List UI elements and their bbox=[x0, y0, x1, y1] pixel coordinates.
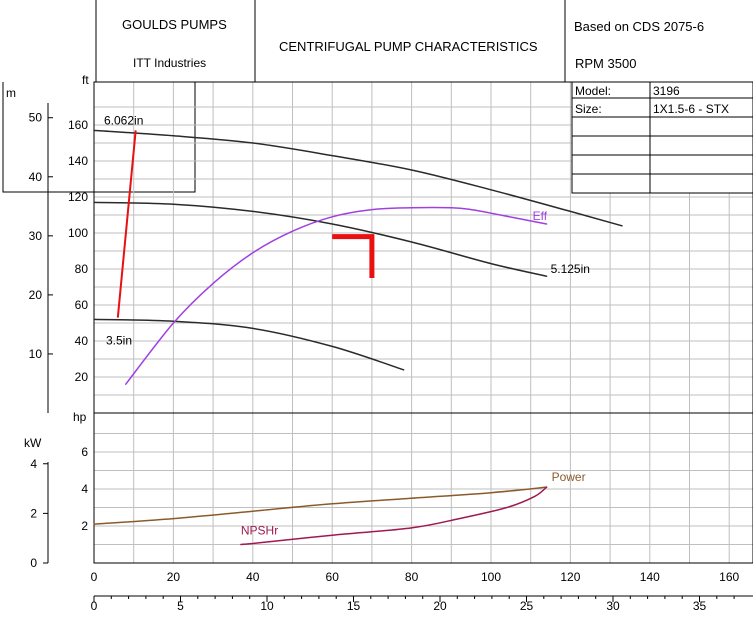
ft-tick-label: 20 bbox=[75, 370, 89, 384]
kw-tick-label: 0 bbox=[30, 556, 37, 570]
head-curve-6062in bbox=[93, 129, 623, 227]
power-curve bbox=[93, 486, 548, 525]
gpm-tick-label: 80 bbox=[405, 570, 419, 584]
ft-tick-label: 140 bbox=[68, 154, 88, 168]
npshr-curve-label: NPSHr bbox=[241, 524, 278, 538]
m3h-tick-label: 0 bbox=[91, 599, 98, 613]
efficiency-curve bbox=[125, 206, 548, 385]
hp-tick-label: 6 bbox=[81, 445, 88, 459]
ft-tick-label: 160 bbox=[68, 118, 88, 132]
m-tick-label: 20 bbox=[29, 288, 43, 302]
ft-axis-label: ft bbox=[82, 73, 89, 87]
gpm-tick-label: 60 bbox=[326, 570, 340, 584]
gpm-tick-label: 100 bbox=[481, 570, 501, 584]
size-value: 1X1.5-6 - STX bbox=[653, 102, 729, 116]
model-label: Model: bbox=[575, 84, 611, 98]
hp-axis-label: hp bbox=[73, 410, 87, 424]
head-curve-5125in bbox=[93, 201, 548, 277]
head-curve-35in bbox=[93, 318, 405, 371]
m3h-tick-label: 15 bbox=[347, 599, 361, 613]
m3h-tick-label: 20 bbox=[433, 599, 447, 613]
head-curve-label: 3.5in bbox=[106, 333, 132, 347]
m-tick-label: 40 bbox=[29, 170, 43, 184]
ft-tick-label: 80 bbox=[75, 262, 89, 276]
head-curve-label: 5.125in bbox=[551, 262, 590, 276]
m-axis-label: m bbox=[6, 86, 16, 100]
chart-title: CENTRIFUGAL PUMP CHARACTERISTICS bbox=[279, 39, 538, 54]
based-on-label: Based on CDS 2075-6 bbox=[574, 19, 704, 34]
kw-axis-label: kW bbox=[24, 436, 42, 450]
spec-table: Model: 3196 Size: 1X1.5-6 - STX bbox=[571, 81, 753, 194]
operating-point-marker bbox=[332, 234, 375, 278]
hp-tick-label: 2 bbox=[81, 519, 88, 533]
ft-tick-label: 40 bbox=[75, 334, 89, 348]
gpm-tick-label: 120 bbox=[560, 570, 580, 584]
m-tick-label: 30 bbox=[29, 229, 43, 243]
power-curve-label: Power bbox=[552, 470, 586, 484]
m-tick-label: 10 bbox=[29, 347, 43, 361]
hp-tick-label: 4 bbox=[81, 482, 88, 496]
curves-layer: 6.062in 5.125in 3.5in Eff Power NPSHr bbox=[93, 113, 623, 546]
gpm-tick-label: 40 bbox=[246, 570, 260, 584]
ft-tick-label: 100 bbox=[68, 226, 88, 240]
m3h-tick-label: 25 bbox=[520, 599, 534, 613]
ft-tick-label: 120 bbox=[68, 190, 88, 204]
rpm-label: RPM 3500 bbox=[575, 56, 636, 71]
m3h-tick-label: 30 bbox=[606, 599, 620, 613]
m3h-tick-label: 5 bbox=[177, 599, 184, 613]
plot-border bbox=[93, 81, 753, 564]
m3h-tick-label: 10 bbox=[260, 599, 274, 613]
head-curve-label: 6.062in bbox=[104, 113, 143, 127]
npshr-curve bbox=[240, 486, 548, 546]
spec-table-frame bbox=[571, 81, 753, 194]
model-value: 3196 bbox=[653, 84, 680, 98]
m3h-tick-label: 35 bbox=[693, 599, 707, 613]
m-tick-label: 50 bbox=[29, 111, 43, 125]
kw-tick-label: 2 bbox=[30, 506, 37, 520]
company-name: GOULDS PUMPS bbox=[122, 17, 227, 32]
size-label: Size: bbox=[575, 102, 602, 116]
efficiency-curve-label: Eff bbox=[533, 209, 548, 223]
gpm-tick-label: 0 bbox=[91, 570, 98, 584]
division-name: ITT Industries bbox=[133, 56, 206, 70]
header-bg bbox=[0, 0, 753, 82]
kw-tick-label: 4 bbox=[30, 457, 37, 471]
power-grid bbox=[94, 413, 753, 563]
gpm-tick-label: 160 bbox=[719, 570, 739, 584]
ft-tick-label: 60 bbox=[75, 298, 89, 312]
gpm-tick-label: 140 bbox=[640, 570, 660, 584]
gpm-tick-label: 20 bbox=[167, 570, 181, 584]
min-flow-line bbox=[116, 130, 137, 318]
